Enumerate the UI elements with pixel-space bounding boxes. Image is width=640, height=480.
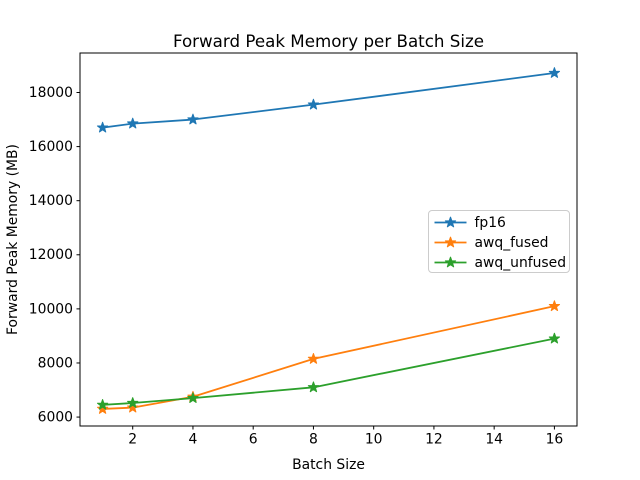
data-point-star-icon — [307, 353, 320, 364]
y-tick-label: 6000 — [38, 410, 73, 426]
y-axis-label: Forward Peak Memory (MB) — [5, 144, 21, 335]
x-axis-label: Batch Size — [292, 457, 365, 473]
data-point-star-icon — [187, 113, 199, 125]
data-point-star-icon — [548, 332, 561, 344]
data-point-star-icon — [96, 121, 109, 133]
chart-title: Forward Peak Memory per Batch Size — [173, 31, 484, 51]
x-tick-label: 16 — [546, 432, 564, 448]
plot-border — [79, 52, 578, 427]
y-tick-label: 12000 — [29, 247, 73, 263]
legend-item-fp16: fp16 — [434, 215, 506, 231]
legend-star-icon — [444, 236, 457, 248]
x-tick-label: 10 — [365, 432, 383, 448]
x-tick-label: 12 — [425, 432, 443, 448]
data-point-star-icon — [548, 67, 561, 78]
legend-star-icon — [444, 216, 457, 228]
series-awq_unfused — [96, 332, 561, 410]
data-point-star-icon — [96, 403, 109, 414]
legend-label: fp16 — [475, 215, 506, 231]
legend: fp16 awq_fused awq_unfused — [428, 210, 570, 273]
legend-label: awq_fused — [475, 235, 549, 251]
x-tick-label: 8 — [309, 432, 318, 448]
plot-area: 2 4 6 8 10 12 14 16 6000 8000 10000 12000 14000 16000… — [29, 52, 578, 448]
series-line-awq_unfused — [101, 337, 556, 406]
x-tick-label: 6 — [249, 432, 258, 448]
data-point-star-icon — [307, 98, 320, 110]
legend-item-awq_unfused: awq_unfused — [434, 255, 567, 271]
data-point-star-icon — [127, 401, 139, 413]
data-point-star-icon — [307, 381, 320, 393]
series-line-awq_fused — [101, 305, 556, 410]
y-tick-label: 8000 — [38, 355, 73, 371]
x-tick-label: 14 — [485, 432, 503, 448]
y-tick-label: 10000 — [29, 301, 73, 317]
legend-star-icon — [444, 256, 457, 268]
y-tick-label: 16000 — [29, 139, 73, 155]
data-point-star-icon — [127, 397, 139, 408]
series-awq_fused — [96, 300, 561, 414]
data-point-star-icon — [187, 392, 199, 404]
series-fp16 — [96, 67, 561, 133]
legend-label: awq_unfused — [475, 255, 567, 271]
legend-item-awq_fused: awq_fused — [434, 235, 549, 251]
y-tick-label: 14000 — [29, 193, 73, 209]
legend-box — [428, 210, 570, 273]
data-point-star-icon — [127, 117, 139, 129]
x-tick-label: 2 — [128, 432, 137, 448]
data-point-star-icon — [96, 399, 109, 410]
data-point-star-icon — [548, 300, 561, 312]
x-tick-label: 4 — [189, 432, 198, 448]
y-tick-label: 18000 — [29, 85, 73, 101]
series-line-fp16 — [101, 72, 556, 129]
